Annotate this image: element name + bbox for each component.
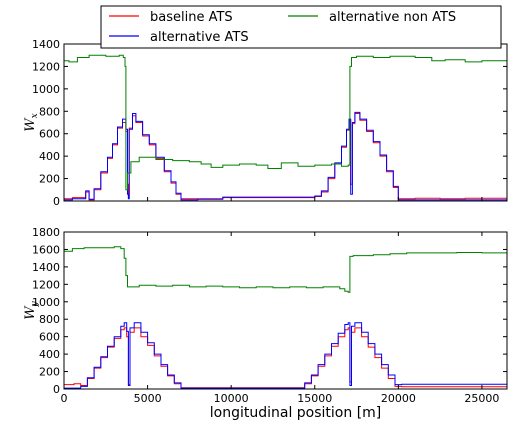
legend-box [100,5,502,49]
subplot-1: 0 200 400 600 800 1000 1200 1400 Wx [23,38,508,208]
x-axis-label: longitudinal position [m] [210,405,382,421]
x-tick-label: 25000 [464,392,499,405]
plot-frame [63,231,508,390]
y-axis-label: Wx [23,113,40,131]
series-line-alternative-non-ats [64,54,507,191]
y-tick-label: 1000 [32,296,60,309]
series-group [64,246,507,389]
x-tick-label: 0 [61,392,68,405]
legend-label-alternative-non-ats: alternative non ATS [329,10,456,25]
y-tick-label: 1600 [32,243,60,256]
y-tick-label: 1200 [32,60,60,73]
y-axis-label-subscript: x [30,113,40,118]
y-tick-label: 400 [39,348,60,361]
series-line-alternative-non-ats [64,246,507,293]
y-axis-label-main: W [23,117,38,132]
plot-frame [63,43,508,202]
x-tick-label: 20000 [381,392,416,405]
y-tick-label: 1000 [32,83,60,96]
x-tick-label: 10000 [214,392,249,405]
x-tick-label: 15000 [297,392,332,405]
legend: baseline ATS alternative ATS alternative n… [100,5,502,49]
y-tick-label: 200 [39,366,60,379]
y-tick-label: 1400 [32,261,60,274]
y-tick-label: 800 [39,313,60,326]
series-group [64,54,507,201]
y-tick-label: 1400 [32,38,60,51]
legend-label-alternative-ats: alternative ATS [150,30,249,45]
series-line-baseline-ats [64,113,507,201]
y-axis-label: Wy [23,300,40,319]
y-tick-label: 0 [53,195,60,208]
y-tick-label: 400 [39,150,60,163]
y-tick-label: 600 [39,331,60,344]
y-tick-label: 0 [53,383,60,396]
series-line-alternative-ats [64,322,507,389]
series-line-alternative-ats [64,111,507,201]
y-tick-label: 200 [39,173,60,186]
y-tick-label: 800 [39,105,60,118]
legend-label-baseline-ats: baseline ATS [150,10,233,25]
y-tick-label: 600 [39,128,60,141]
y-axis-label-main: W [23,305,38,320]
y-axis-label-subscript: y [30,300,40,307]
y-tick-label: 1800 [32,226,60,239]
x-tick-label: 5000 [134,392,162,405]
y-tick-label: 1200 [32,278,60,291]
